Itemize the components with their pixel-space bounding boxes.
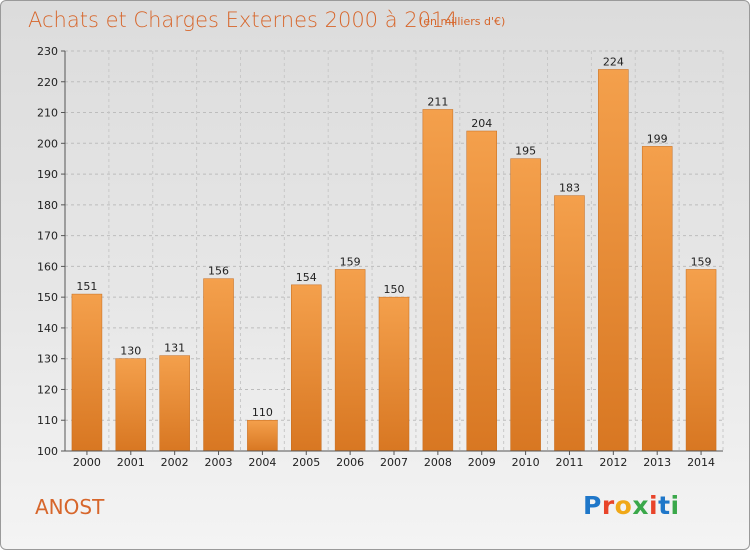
y-tick-label: 230 — [37, 45, 58, 58]
proxiti-logo: Proxiti — [583, 491, 680, 520]
y-tick-label: 110 — [37, 414, 58, 427]
logo-letter: i — [649, 491, 659, 520]
bar-value-label: 199 — [647, 132, 668, 145]
x-tick-label: 2003 — [205, 456, 233, 469]
bar-value-label: 154 — [296, 271, 317, 284]
bar — [334, 269, 366, 452]
bar-value-label: 159 — [691, 255, 712, 268]
logo-letter: t — [658, 491, 671, 520]
y-tick-label: 210 — [37, 107, 58, 120]
bar-value-label: 131 — [164, 342, 185, 355]
bar — [685, 269, 717, 452]
bar — [641, 146, 673, 452]
y-tick-label: 120 — [37, 383, 58, 396]
bar — [247, 419, 278, 452]
logo-letter: P — [583, 491, 602, 520]
labels: 100 110 120 130 140 150 160 170 180 190 200 210 220 2… — [37, 45, 715, 469]
bar — [291, 284, 322, 452]
y-tick-label: 220 — [37, 76, 58, 89]
logo-letter: r — [601, 491, 615, 520]
y-tick-label: 200 — [37, 137, 58, 150]
x-tick-label: 2005 — [292, 456, 320, 469]
x-tick-label: 2011 — [555, 456, 583, 469]
bar-value-label: 204 — [471, 117, 492, 130]
y-tick-label: 170 — [37, 230, 58, 243]
bar-value-label: 130 — [120, 345, 141, 358]
x-tick-label: 2002 — [161, 456, 189, 469]
axes — [61, 50, 723, 455]
bar — [422, 109, 454, 452]
bar — [203, 278, 234, 452]
commune-name: ANOST — [35, 495, 105, 519]
y-tick-label: 140 — [37, 322, 58, 335]
bar — [115, 358, 147, 452]
bar-value-label: 224 — [603, 55, 624, 68]
chart-title: Achats et Charges Externes 2000 à 2014 — [28, 8, 458, 32]
bar-value-label: 183 — [559, 182, 580, 195]
chart-subtitle: (en milliers d'€) — [419, 15, 506, 28]
bar-value-label: 151 — [76, 280, 97, 293]
bar-value-label: 159 — [340, 255, 361, 268]
bar — [554, 195, 585, 452]
x-tick-label: 2012 — [599, 456, 627, 469]
y-tick-label: 160 — [37, 260, 58, 273]
x-tick-label: 2013 — [643, 456, 671, 469]
x-tick-label: 2007 — [380, 456, 408, 469]
y-tick-label: 100 — [37, 445, 58, 458]
bar — [510, 158, 541, 452]
x-tick-label: 2001 — [117, 456, 145, 469]
bar — [378, 296, 410, 452]
x-tick-label: 2006 — [336, 456, 364, 469]
bar-value-label: 110 — [252, 406, 273, 419]
x-tick-label: 2008 — [424, 456, 452, 469]
bar-value-label: 156 — [208, 265, 229, 278]
x-tick-label: 2004 — [248, 456, 276, 469]
bar-value-label: 195 — [515, 145, 536, 158]
bars — [71, 69, 717, 452]
y-tick-label: 180 — [37, 199, 58, 212]
x-tick-label: 2010 — [512, 456, 540, 469]
y-tick-label: 190 — [37, 168, 58, 181]
y-tick-label: 150 — [37, 291, 58, 304]
bar — [598, 69, 629, 452]
bar — [466, 130, 497, 452]
y-tick-label: 130 — [37, 353, 58, 366]
x-tick-label: 2000 — [73, 456, 101, 469]
bar — [71, 293, 103, 452]
x-tick-label: 2014 — [687, 456, 715, 469]
logo-letter: i — [670, 491, 680, 520]
x-tick-label: 2009 — [468, 456, 496, 469]
logo-letter: o — [614, 491, 633, 520]
logo-letter: x — [632, 491, 649, 520]
bar — [159, 355, 190, 452]
bar-value-label: 150 — [384, 283, 405, 296]
bar-value-label: 211 — [427, 95, 448, 108]
